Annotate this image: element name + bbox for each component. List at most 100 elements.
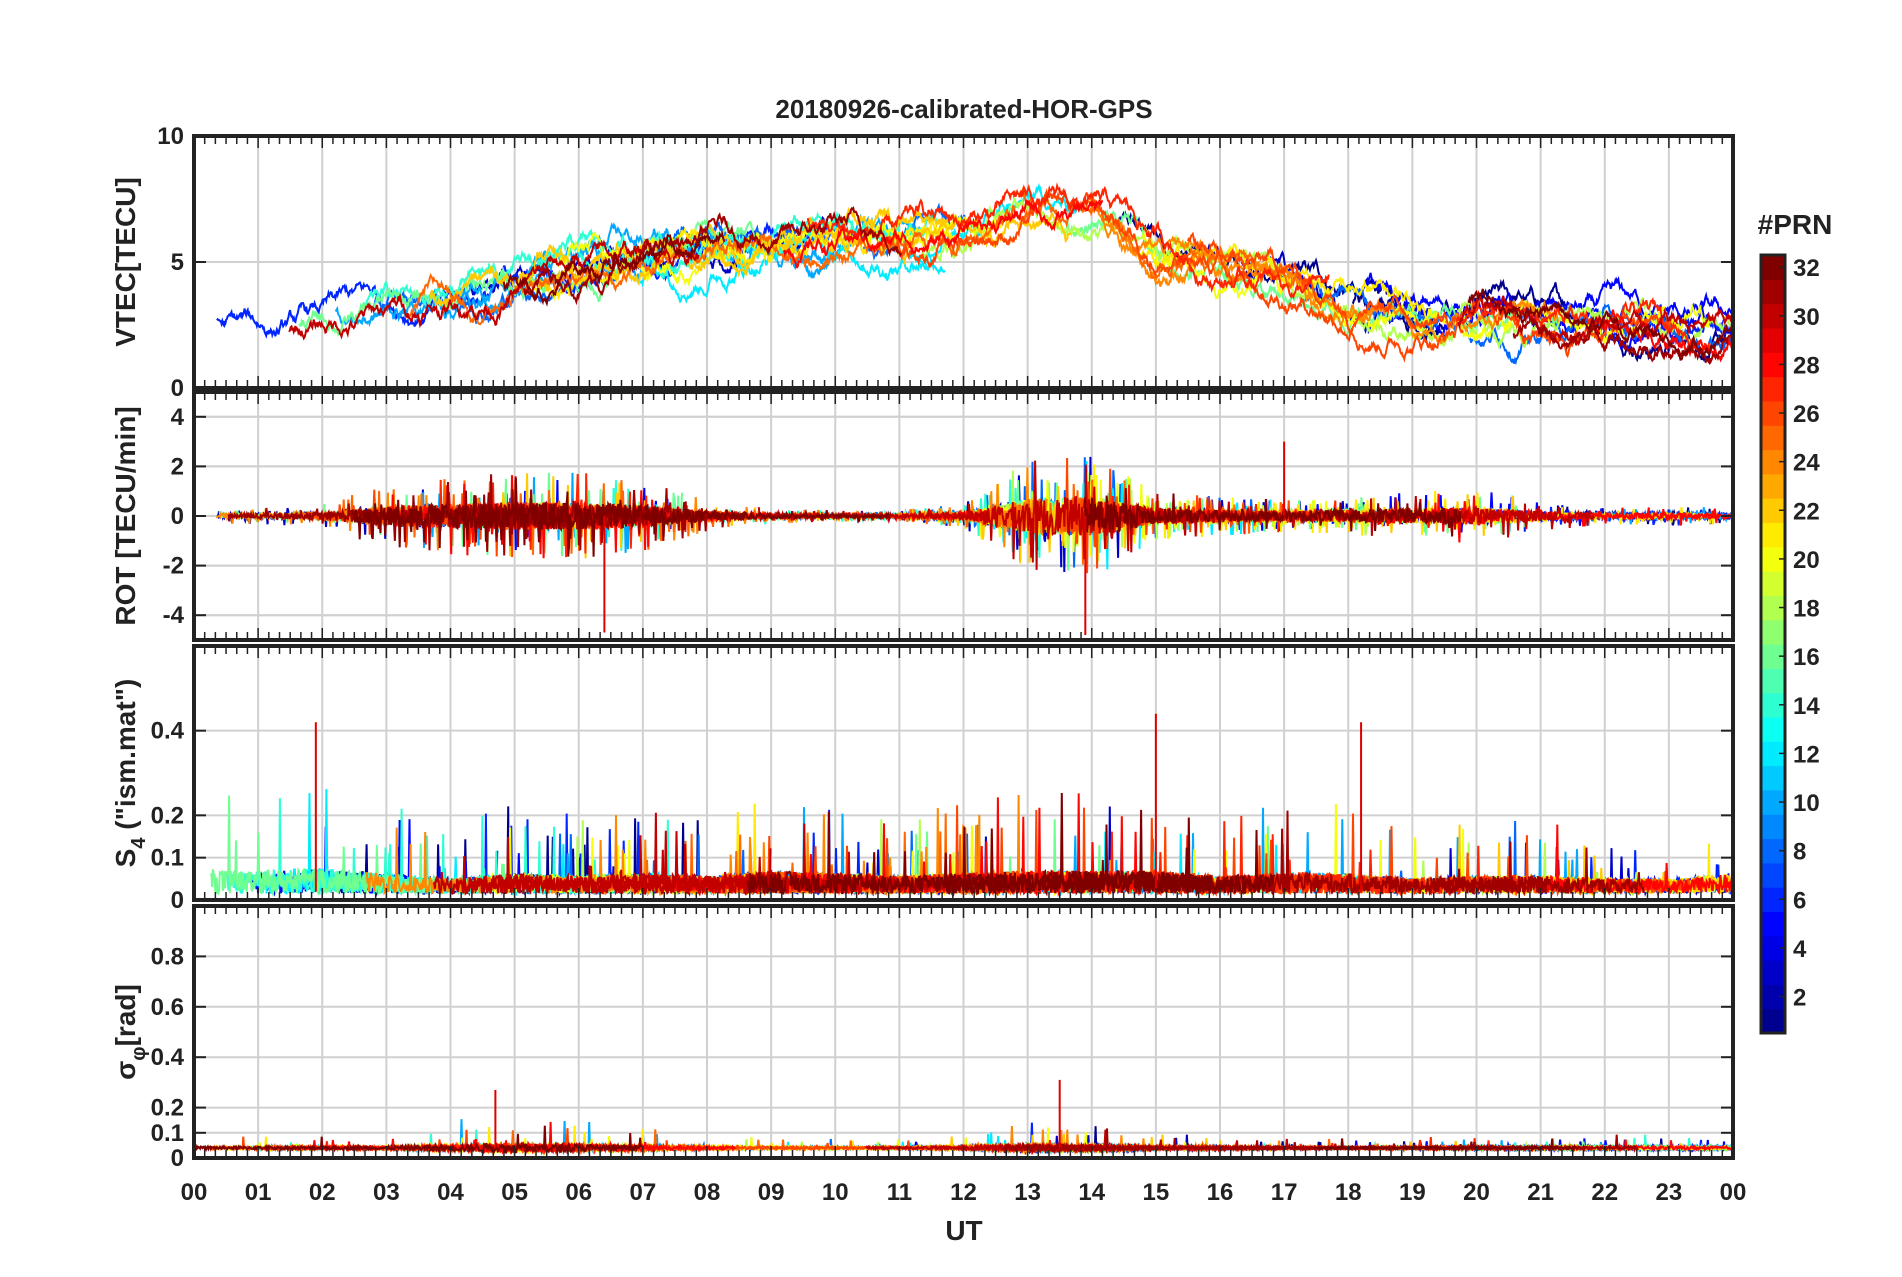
y-tick-label: 0.2 [151, 1095, 184, 1122]
colorbar-tick-label: 28 [1793, 352, 1820, 379]
y-label-main: σ [110, 1061, 141, 1080]
x-axis-label: UT [945, 1215, 982, 1246]
y-label-sub: 4 [128, 837, 150, 849]
colorbar-tick-label: 22 [1793, 498, 1820, 525]
series-line [1467, 288, 1733, 361]
series-group-vtec [216, 182, 1733, 366]
y-axis-label-vtec: VTEC[TECU] [110, 177, 141, 347]
panel-sigphi: 00.10.20.40.60.8σφ[rad] [110, 904, 1735, 1172]
colorbar-tick-label: 20 [1793, 547, 1820, 574]
y-label-main: S [110, 849, 141, 868]
series-line [746, 811, 1210, 898]
colorbar-tick-label: 8 [1793, 839, 1806, 866]
y-tick-label: 0.6 [151, 994, 184, 1021]
x-tick-label: 04 [437, 1179, 464, 1206]
panel-vtec: 0 5 10 VTEC[TECU] [110, 123, 1735, 402]
chart-title: 20180926-calibrated-HOR-GPS [775, 94, 1152, 124]
x-tick-label: 20 [1463, 1179, 1490, 1206]
x-tick-label: 00 [181, 1179, 208, 1206]
y-tick-label: 0.4 [151, 1044, 185, 1071]
colorbar-swatch [1761, 376, 1785, 402]
x-tick-label: 00 [1720, 1179, 1747, 1206]
y-tick-label: 0.1 [151, 1120, 184, 1147]
x-tick-label: 14 [1078, 1179, 1105, 1206]
y-axis-label-rot: ROT [TECU/min] [110, 406, 141, 625]
y-tick-label: 4 [171, 404, 185, 431]
y-tick-label: 0 [171, 503, 184, 530]
x-tick-label: 01 [245, 1179, 272, 1206]
panel-s4: 00.10.20.4S4 ("ism.mat") [110, 644, 1735, 914]
colorbar-tick-label: 2 [1793, 985, 1806, 1012]
x-tick-label: 07 [630, 1179, 657, 1206]
colorbar-tick-label: 10 [1793, 790, 1820, 817]
x-tick-label: 23 [1656, 1179, 1683, 1206]
colorbar-tick-label: 24 [1793, 450, 1820, 477]
y-label-sub: φ [128, 1046, 150, 1060]
series-line [1457, 289, 1733, 347]
y-tick-label: 0 [171, 1145, 184, 1172]
x-tick-label: 08 [694, 1179, 721, 1206]
x-tick-label: 03 [373, 1179, 400, 1206]
y-tick-label: 10 [157, 123, 184, 150]
series-line [875, 188, 1464, 363]
x-tick-label: 15 [1143, 1179, 1170, 1206]
series-line [351, 478, 891, 557]
series-line [288, 238, 700, 341]
y-tick-label: 0.2 [151, 802, 184, 829]
series-line [806, 182, 1330, 300]
colorbar-swatch [1761, 327, 1785, 353]
y-tick-label: 0.8 [151, 943, 184, 970]
colorbar-tick-label: 4 [1793, 936, 1807, 963]
colorbar-swatch [1761, 911, 1785, 937]
y-axis-label-s4: S4 ("ism.mat") [110, 679, 150, 868]
colorbar-tick-label: 32 [1793, 255, 1820, 282]
colorbar-swatch [1761, 862, 1785, 888]
colorbar-tick-label: 6 [1793, 887, 1806, 914]
colorbar-tick-label: 12 [1793, 741, 1820, 768]
panel-rot: -4 -2 0 2 4 ROT [TECU/min] [110, 390, 1735, 642]
series-line [1512, 317, 1733, 366]
y-axis-label-sigphi: σφ[rad] [110, 984, 150, 1080]
x-tick-label: 02 [309, 1179, 336, 1206]
x-tick-label: 18 [1335, 1179, 1362, 1206]
x-tick-label: 22 [1591, 1179, 1618, 1206]
colorbar-swatch [1761, 765, 1785, 791]
y-tick-label: 0 [171, 375, 184, 402]
y-tick-label: 0.1 [151, 845, 184, 872]
x-tick-label: 19 [1399, 1179, 1426, 1206]
x-tick-label: 05 [501, 1179, 528, 1206]
series-group-s4 [210, 713, 1733, 898]
x-tick-label: 12 [950, 1179, 977, 1206]
colorbar-tick-label: 30 [1793, 304, 1820, 331]
series-line [195, 1125, 642, 1155]
colorbar-swatch [1761, 619, 1785, 645]
y-tick-label: -4 [163, 602, 185, 629]
colorbar-swatch [1761, 668, 1785, 694]
colorbar-tick-label: 14 [1793, 693, 1820, 720]
y-tick-label: 0 [171, 887, 184, 914]
y-tick-label: 5 [171, 249, 184, 276]
x-tick-label: 13 [1014, 1179, 1041, 1206]
series-line [1543, 824, 1733, 896]
colorbar-swatch [1761, 960, 1785, 985]
x-tick-label: 10 [822, 1179, 849, 1206]
x-tick-label: 21 [1527, 1179, 1554, 1206]
y-tick-label: -2 [163, 553, 184, 580]
y-tick-label: 2 [171, 453, 184, 480]
series-line [783, 199, 1104, 269]
colorbar-tick-label: 26 [1793, 401, 1820, 428]
x-tick-label: 06 [565, 1179, 592, 1206]
x-tick-label: 16 [1207, 1179, 1234, 1206]
colorbar-swatch [1761, 716, 1785, 742]
colorbar-swatch [1761, 522, 1785, 548]
colorbar-title: #PRN [1758, 209, 1833, 240]
y-label-rest: [rad] [110, 984, 141, 1046]
x-tick-label: 17 [1271, 1179, 1298, 1206]
colorbar-tick-label: 18 [1793, 596, 1820, 623]
series-line [502, 230, 726, 307]
colorbar-swatch [1761, 571, 1785, 596]
x-tick-label: 09 [758, 1179, 785, 1206]
